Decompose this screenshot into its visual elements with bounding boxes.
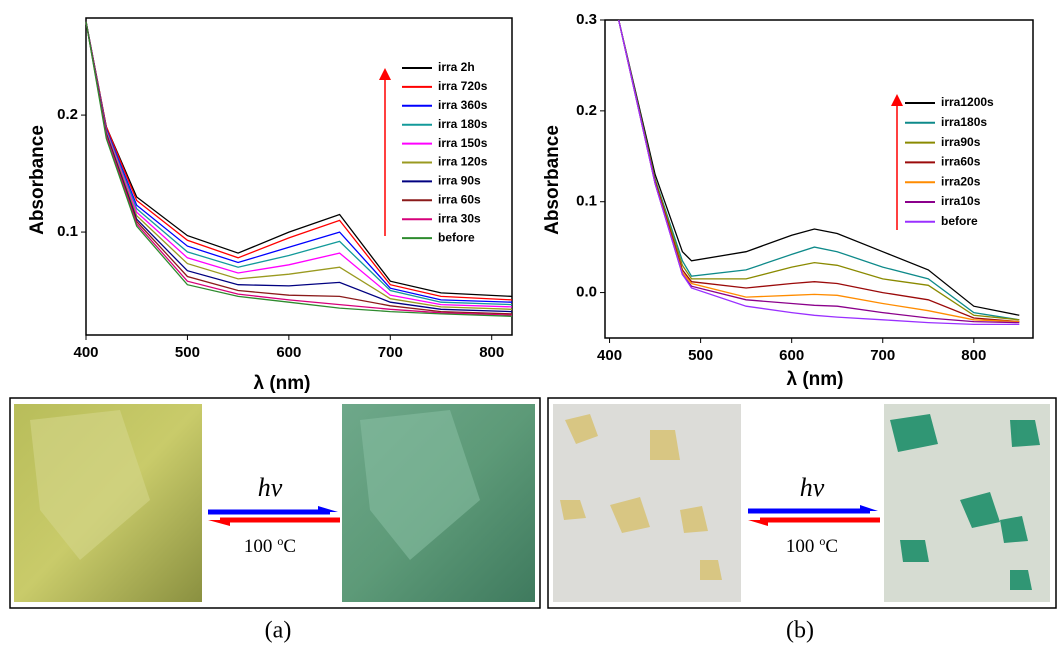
x-tick-label: 600 — [276, 344, 301, 361]
arrow-label: hv — [258, 473, 283, 502]
crystal — [360, 410, 480, 560]
x-tick-label: 800 — [961, 347, 986, 364]
x-tick-label: 600 — [779, 347, 804, 364]
x-tick-label: 400 — [73, 344, 98, 361]
y-axis-label: Absorbance — [27, 125, 48, 235]
temp-value: 100 — [244, 536, 273, 557]
y-axis-label: Absorbance — [542, 125, 563, 235]
series-line — [618, 19, 1020, 316]
series-line — [618, 19, 1020, 324]
series-line — [618, 19, 1020, 323]
temp-value: 100 — [786, 536, 815, 557]
photo-frame — [9, 397, 541, 609]
arrow-head — [208, 520, 230, 526]
y-tick-label: 0.2 — [576, 102, 597, 119]
y-tick-label: 0.0 — [576, 284, 597, 301]
series-line — [85, 21, 513, 308]
x-tick-label: 700 — [378, 344, 403, 361]
temp-unit: C — [283, 536, 296, 557]
legend-label: irra90s — [941, 135, 981, 149]
series-line — [618, 19, 1020, 326]
y-tick-label: 0.1 — [576, 193, 597, 210]
legend-label: irra60s — [941, 155, 981, 169]
y-tick-label: 0.3 — [576, 11, 597, 28]
x-tick-label: 400 — [597, 347, 622, 364]
panel-caption: (b) — [786, 618, 814, 644]
arrow-head — [748, 520, 768, 526]
series-line — [618, 19, 1020, 321]
series-line — [618, 19, 1020, 321]
arrow-head — [860, 505, 878, 511]
legend-label: irra 180s — [438, 117, 488, 131]
legend-label: before — [941, 214, 978, 228]
x-axis-label: λ (nm) — [254, 373, 311, 394]
photo-frame — [547, 397, 1057, 609]
legend-label: before — [438, 230, 475, 244]
x-tick-label: 700 — [870, 347, 895, 364]
legend-label: irra20s — [941, 174, 981, 188]
legend-label: irra 60s — [438, 192, 481, 206]
y-tick-label: 0.1 — [57, 223, 78, 240]
temp-degree: o — [819, 534, 825, 548]
x-axis-label: λ (nm) — [787, 369, 844, 390]
legend-label: irra 120s — [438, 155, 488, 169]
arrow-head — [318, 506, 338, 512]
series-line — [85, 21, 513, 303]
legend-label: irra 720s — [438, 79, 488, 93]
legend-label: irra10s — [941, 194, 981, 208]
series-line — [85, 21, 513, 298]
temp-degree: o — [277, 534, 283, 548]
arrow-label: 100 oC — [786, 534, 838, 558]
plot-frame — [604, 19, 1034, 339]
series-line — [618, 19, 1020, 323]
legend-label: irra1200s — [941, 95, 994, 109]
series-line — [85, 21, 513, 310]
y-tick-label: 0.2 — [57, 106, 78, 123]
arrow-label: 100 oC — [244, 534, 296, 558]
legend-label: irra 30s — [438, 211, 481, 225]
legend-label: irra180s — [941, 115, 987, 129]
legend-label: irra 2h — [438, 60, 475, 74]
x-tick-label: 500 — [175, 344, 200, 361]
crystals — [560, 414, 722, 580]
temp-unit: C — [825, 536, 838, 557]
legend-label: irra 360s — [438, 98, 488, 112]
legend-label: irra 90s — [438, 174, 481, 188]
arrow-label: hv — [800, 473, 825, 502]
series-line — [85, 21, 513, 316]
x-tick-label: 500 — [688, 347, 713, 364]
series-line — [85, 21, 513, 301]
crystals — [890, 414, 1040, 590]
series-line — [85, 21, 513, 306]
crystal — [30, 410, 150, 560]
panel-caption: (a) — [265, 618, 292, 644]
series-line — [85, 21, 513, 317]
legend-label: irra 150s — [438, 136, 488, 150]
plot-frame — [85, 17, 513, 336]
x-tick-label: 800 — [479, 344, 504, 361]
